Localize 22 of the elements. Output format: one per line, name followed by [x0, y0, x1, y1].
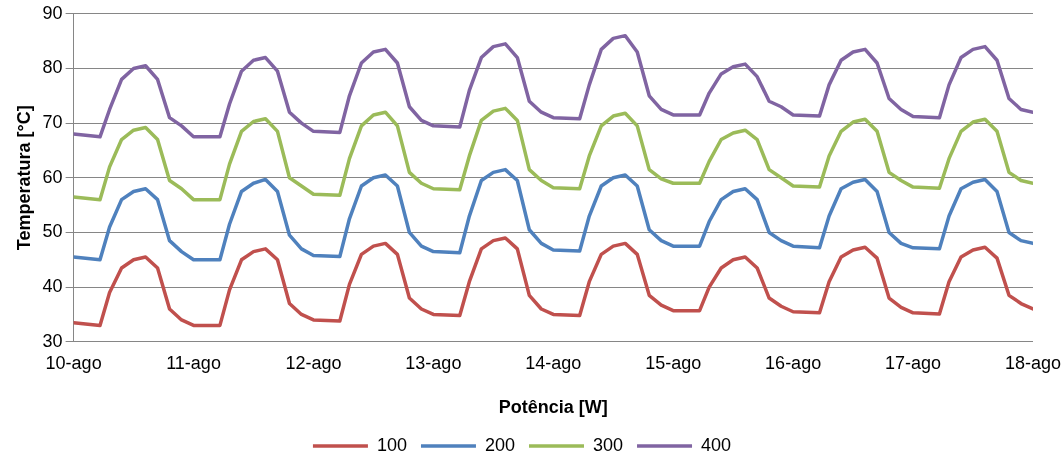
- x-tick-label: 17-ago: [885, 352, 942, 373]
- x-tick-label: 16-ago: [765, 352, 822, 373]
- x-tick-label: 13-ago: [405, 352, 462, 373]
- y-tick-label: 90: [42, 2, 63, 23]
- x-axis-title: Potência [W]: [498, 397, 608, 418]
- x-tick-label: 11-ago: [166, 352, 221, 373]
- legend-label: 200: [484, 434, 516, 455]
- y-tick-label: 50: [42, 221, 63, 242]
- legend-label: 100: [376, 434, 407, 455]
- legend-label: 400: [701, 434, 732, 455]
- y-tick-label: 70: [42, 112, 63, 133]
- x-tick-label: 18-ago: [1004, 352, 1062, 373]
- y-tick-label: 30: [42, 330, 63, 351]
- y-axis-title: Temperatura [°C]: [13, 105, 34, 251]
- y-tick-label: 80: [42, 57, 63, 78]
- x-tick-label: 14-ago: [525, 352, 582, 373]
- x-tick-label: 10-ago: [45, 352, 102, 373]
- x-tick-label: 12-ago: [285, 352, 342, 373]
- x-tick-label: 15-ago: [645, 352, 702, 373]
- y-tick-label: 40: [42, 276, 63, 297]
- y-tick-label: 60: [42, 166, 63, 187]
- legend-label: 300: [593, 434, 624, 455]
